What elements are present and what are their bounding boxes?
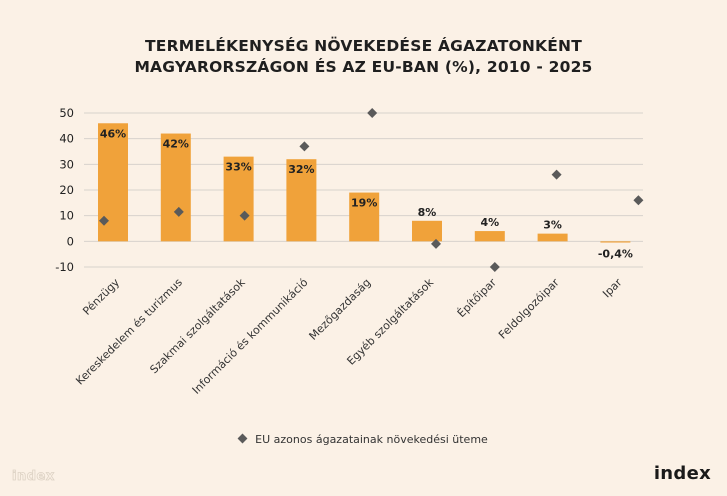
x-tick-label: Pénzügy [80, 276, 122, 318]
bar-label: 32% [288, 163, 314, 176]
bar-label: 3% [543, 219, 562, 232]
y-tick-label: 20 [59, 183, 74, 197]
bar [600, 241, 631, 243]
eu-marker [431, 238, 441, 249]
bar-label: -0,4% [598, 247, 633, 260]
chart-title-line2: MAGYARORSZÁGON ÉS AZ EU-BAN (%), 2010 - … [134, 58, 593, 76]
legend: EU azonos ágazatainak növekedési üteme [0, 433, 727, 446]
x-tick-label: Mezőgazdaság [307, 276, 374, 343]
eu-marker [299, 141, 310, 152]
bar-label: 46% [100, 127, 126, 140]
x-tick-label: Kereskedelem és turizmus [73, 276, 185, 388]
x-tick-label: Feldolgozóipar [496, 276, 562, 342]
bar [537, 233, 568, 242]
bar [223, 156, 254, 242]
x-tick-label: Építőipar [455, 276, 499, 320]
eu-marker [633, 195, 644, 206]
bar [412, 220, 442, 242]
chart-title-line1: TERMELÉKENYSÉG NÖVEKEDÉSE ÁGAZATONKÉNT [145, 37, 582, 55]
bar-label: 19% [351, 197, 377, 210]
eu-markers [99, 108, 644, 272]
bar-label: 33% [225, 161, 251, 174]
watermark-logo: index [12, 469, 55, 485]
bar-label: 8% [418, 206, 437, 219]
chart-title: TERMELÉKENYSÉG NÖVEKEDÉSE ÁGAZATONKÉNT M… [0, 36, 727, 78]
bar [349, 192, 380, 242]
eu-marker [99, 215, 109, 226]
bar-label: 42% [163, 138, 189, 151]
bar-labels: 46% 42% 33% 32% 19% 8% 4% 3% -0,4% [100, 127, 633, 260]
y-axis-ticks: -10 0 10 20 30 40 50 [55, 106, 74, 274]
bar [160, 133, 191, 242]
x-tick-label: Információ és kommunikáció [190, 276, 311, 397]
x-tick-label: Ipar [600, 276, 625, 301]
legend-diamond-icon [237, 433, 248, 444]
eu-marker [551, 169, 562, 180]
bar-label: 4% [480, 216, 499, 229]
legend-label: EU azonos ágazatainak növekedési üteme [255, 433, 488, 446]
y-tick-label: 0 [67, 234, 74, 248]
y-tick-label: -10 [55, 260, 74, 274]
y-tick-label: 50 [59, 106, 74, 120]
eu-marker [489, 262, 500, 272]
y-tick-label: 30 [59, 157, 74, 171]
bar [286, 159, 317, 242]
index-logo: index [653, 463, 711, 484]
bar [474, 231, 505, 242]
y-tick-label: 10 [59, 209, 74, 223]
eu-marker [173, 206, 184, 217]
y-tick-label: 40 [59, 132, 74, 146]
eu-marker [367, 108, 378, 118]
eu-marker [239, 210, 250, 221]
